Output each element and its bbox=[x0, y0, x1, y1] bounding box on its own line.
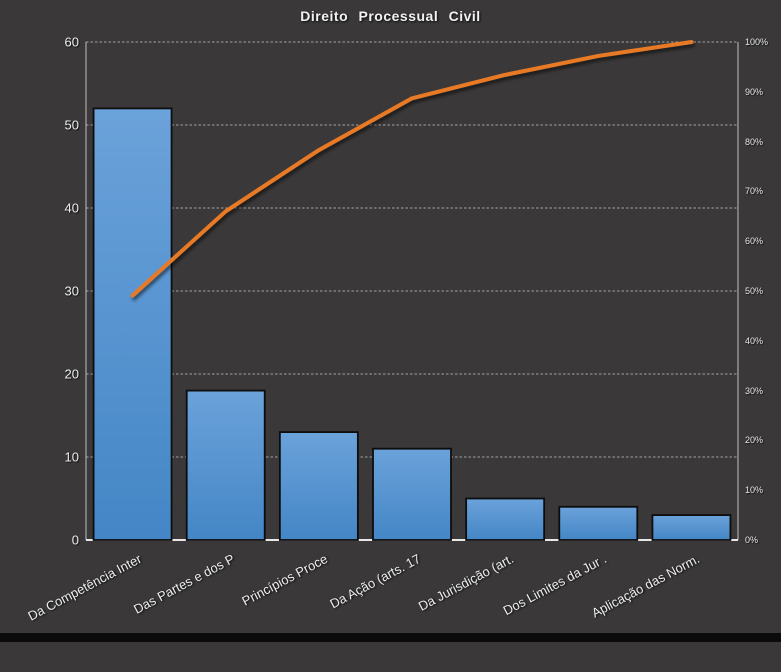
y-right-tick-label: 40% bbox=[745, 335, 764, 346]
y-left-tick-label: 20 bbox=[64, 366, 79, 382]
y-left-tick-label: 30 bbox=[64, 283, 79, 299]
pareto-bar[interactable] bbox=[372, 447, 452, 541]
cumulative-line[interactable] bbox=[130, 40, 694, 298]
cumulative-percentage-line[interactable] bbox=[130, 40, 694, 298]
pareto-bar[interactable] bbox=[278, 431, 359, 541]
y-right-tick-label: 0% bbox=[745, 535, 759, 545]
y-left-tick-label: 40 bbox=[64, 200, 79, 216]
y-right-tick-label: 100% bbox=[745, 37, 769, 47]
pareto-chart: Direito Processual Civil 0 10 20 30 40 50 60 0… bbox=[0, 8, 781, 642]
bar-series[interactable] bbox=[92, 107, 732, 541]
y-right-tick-label: 60% bbox=[745, 236, 764, 247]
pareto-bar[interactable] bbox=[92, 107, 173, 541]
y-left-tick-label: 60 bbox=[64, 34, 79, 50]
y-right-tick-label: 80% bbox=[745, 136, 764, 147]
y-right-tick-label: 50% bbox=[745, 286, 764, 296]
chart-title[interactable]: Direito Processual Civil bbox=[300, 8, 481, 24]
y-right-tick-label: 20% bbox=[745, 435, 764, 446]
y-left-tick-label: 0 bbox=[71, 532, 79, 548]
pareto-bar[interactable] bbox=[651, 514, 732, 541]
y-left-tick-label: 10 bbox=[64, 449, 79, 465]
y-left-tick-label: 50 bbox=[64, 117, 79, 133]
pareto-bar[interactable] bbox=[558, 505, 639, 541]
y-right-tick-label: 70% bbox=[745, 186, 764, 197]
y-right-tick-label: 30% bbox=[745, 385, 764, 396]
y-right-tick-label: 90% bbox=[745, 86, 764, 97]
pareto-bar[interactable] bbox=[185, 389, 266, 541]
pareto-bar[interactable] bbox=[465, 497, 546, 541]
bottom-strip bbox=[0, 633, 781, 642]
y-right-tick-label: 10% bbox=[745, 485, 764, 496]
plot-area bbox=[85, 40, 739, 541]
